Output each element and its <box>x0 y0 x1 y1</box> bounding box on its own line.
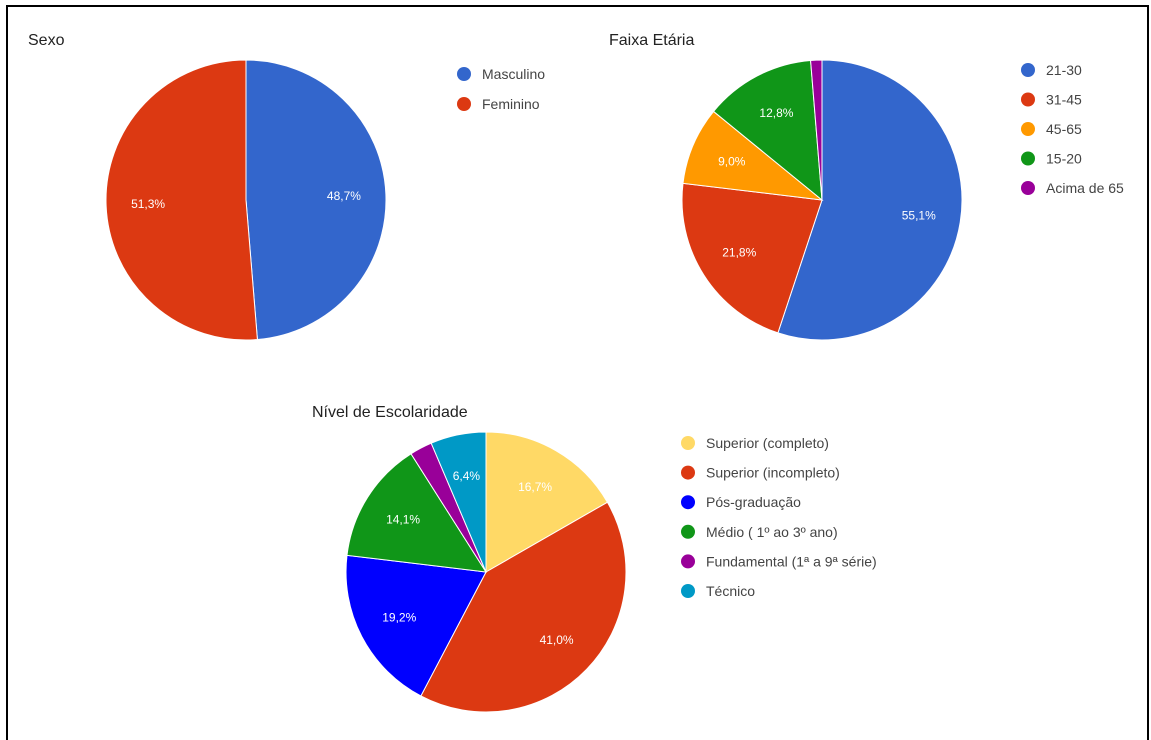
pie-chart-nivel-escolaridade: Nível de Escolaridade 16,7% 41,0% 19,2% 14,… <box>312 404 877 713</box>
legend-marker <box>1021 92 1035 107</box>
slice-value-label: 51,3% <box>131 197 165 211</box>
legend-marker <box>1021 122 1035 136</box>
pie-slice-superior-completo <box>485 431 609 573</box>
slice-value-label: 16,7% <box>518 480 552 494</box>
chart-frame <box>6 5 1149 740</box>
pie-slice-feminino <box>105 59 258 341</box>
pie-slice-acima-de-65 <box>810 59 823 201</box>
pie-chart-sexo: Sexo 48,7% 51,3% Masculino Feminino <box>28 32 545 341</box>
pie-slice-21-30 <box>777 59 963 341</box>
chart-title: Sexo <box>28 32 65 49</box>
legend-marker <box>1021 181 1035 195</box>
slice-value-label: 6,4% <box>453 469 481 483</box>
slice-value-label: 41,0% <box>540 633 574 647</box>
legend-label-pos-graduacao: Pós-graduação <box>706 494 801 510</box>
pie-chart-faixa-etaria: Faixa Etária 55,1% 21,8% 9,0% 12,8% 21-30 31-… <box>609 32 1124 341</box>
chart-title: Nível de Escolaridade <box>312 404 468 421</box>
legend-label-tecnico: Técnico <box>706 583 755 599</box>
legend-marker <box>681 524 695 539</box>
pie-slice-pos-graduacao <box>345 554 487 697</box>
legend-label-45-65: 45-65 <box>1046 121 1082 137</box>
legend-marker <box>681 584 695 598</box>
slice-value-label: 21,8% <box>722 246 756 260</box>
legend-marker <box>457 67 471 81</box>
slice-value-label: 48,7% <box>327 189 361 203</box>
slice-value-label: 9,0% <box>718 155 746 169</box>
slice-value-label: 55,1% <box>902 209 936 223</box>
legend-label-masculino: Masculino <box>482 66 545 82</box>
pie-slice-tecnico <box>430 431 487 573</box>
legend-label-15-20: 15-20 <box>1046 151 1082 167</box>
legend-label-superior-incompleto: Superior (incompleto) <box>706 465 840 481</box>
pie-slice-45-65 <box>682 110 824 201</box>
pie-slice-superior-incompleto <box>420 501 627 713</box>
legend-marker <box>1021 151 1035 166</box>
legend-label-21-30: 21-30 <box>1046 62 1082 78</box>
slice-value-label: 19,2% <box>382 611 416 625</box>
legend-label-feminino: Feminino <box>482 96 540 112</box>
legend-marker <box>681 495 695 510</box>
legend-label-31-45: 31-45 <box>1046 92 1082 108</box>
legend-marker <box>1021 63 1035 77</box>
legend-marker <box>457 97 471 111</box>
pie-slice-15-20 <box>712 59 823 202</box>
legend-marker <box>681 436 695 450</box>
legend-label-superior-completo: Superior (completo) <box>706 435 829 451</box>
chart-title: Faixa Etária <box>609 32 694 49</box>
slice-value-label: 12,8% <box>759 106 793 120</box>
legend-label-fundamental-1-a-9-serie: Fundamental (1ª a 9ª série) <box>706 553 877 569</box>
legend-marker <box>681 465 695 480</box>
slice-value-label: 14,1% <box>386 513 420 527</box>
pie-slice-31-45 <box>681 182 823 334</box>
legend-label-medio-1-ao-3-ano: Médio ( 1º ao 3º ano) <box>706 524 838 540</box>
legend-marker <box>681 554 695 569</box>
pie-slice-masculino <box>245 59 387 341</box>
legend-label-acima-de-65: Acima de 65 <box>1046 180 1124 196</box>
pie-slice-medio-1-ao-3-ano <box>346 453 487 573</box>
